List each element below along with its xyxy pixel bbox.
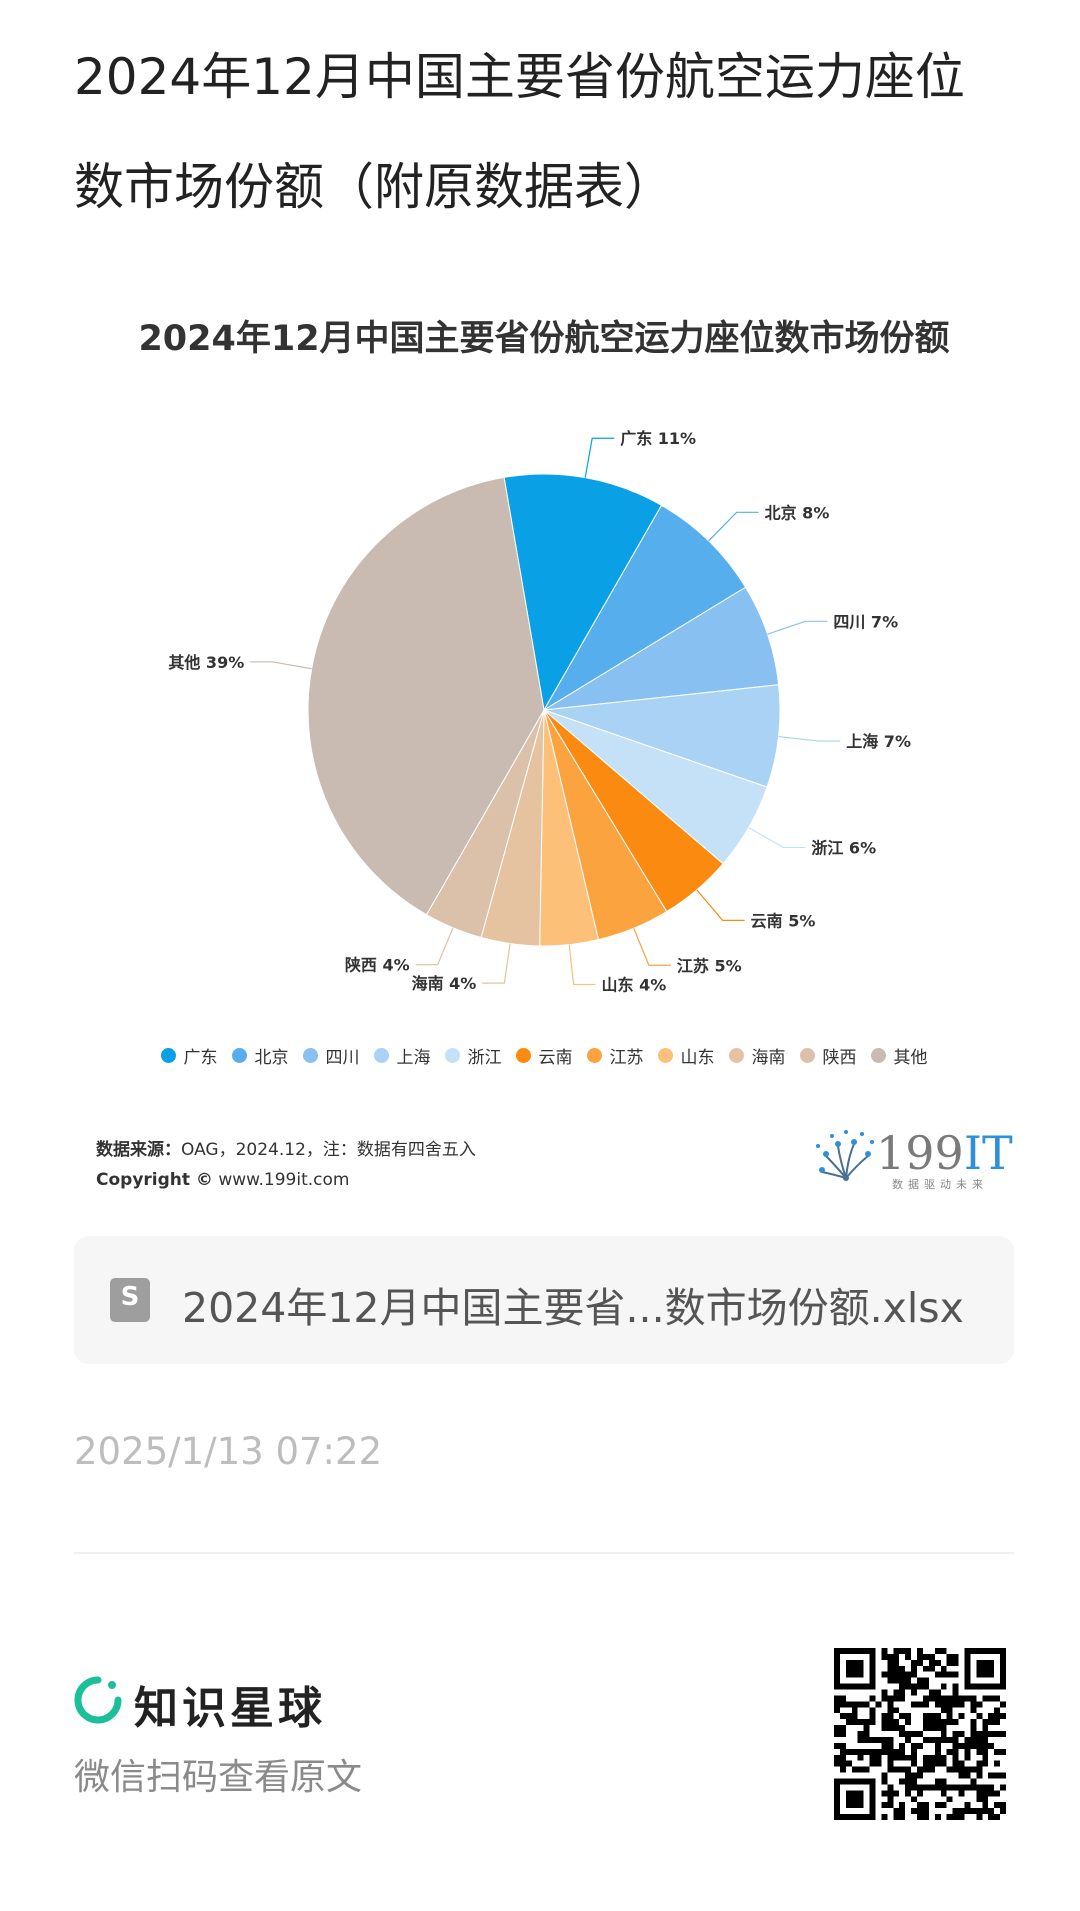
legend-label-4: 浙江 bbox=[467, 1048, 502, 1068]
pie-data-label-8: 海南 4% bbox=[412, 974, 477, 993]
source-label: 数据来源： bbox=[96, 1140, 181, 1160]
pie-leader-line-9 bbox=[415, 927, 454, 966]
pie-data-label-0: 广东 11% bbox=[620, 429, 696, 448]
pie-slice-1 bbox=[543, 504, 747, 711]
legend-label-9: 陕西 bbox=[822, 1048, 857, 1068]
copyright-label: Copyright © bbox=[96, 1170, 213, 1190]
legend-swatch-0 bbox=[160, 1048, 176, 1063]
pie-chart: 广东 11% 北京 8% 四川 7% 上海 7% 浙江 6% 云南 5% 江苏 5% 山东 4… bbox=[168, 429, 911, 994]
pie-data-label-2: 四川 7% bbox=[833, 612, 898, 631]
legend-label-5: 云南 bbox=[538, 1048, 573, 1068]
pie-slice-0 bbox=[503, 473, 663, 712]
pie-leader-line-6 bbox=[633, 928, 671, 966]
pie-data-label-5: 云南 5% bbox=[751, 911, 816, 930]
legend-label-0: 广东 bbox=[183, 1048, 218, 1068]
legend-swatch-4 bbox=[444, 1048, 460, 1063]
pie-leader-line-4 bbox=[748, 826, 806, 849]
brand-slogan: 数据驱动未来 bbox=[892, 1178, 988, 1191]
legend-label-10: 其他 bbox=[893, 1048, 928, 1068]
source-text: OAG，2024.12，注：数据有四舍五入 bbox=[181, 1140, 476, 1160]
pie-leader-line-3 bbox=[778, 735, 841, 742]
dandelion-icon bbox=[816, 1130, 874, 1181]
legend-swatch-2 bbox=[302, 1048, 318, 1063]
pie-slice-3 bbox=[543, 684, 781, 788]
pie-data-label-6: 江苏 5% bbox=[677, 956, 742, 975]
legend-label-2: 四川 bbox=[325, 1048, 360, 1068]
pie-data-label-7: 山东 4% bbox=[602, 975, 667, 994]
pie-leader-line-5 bbox=[696, 889, 745, 921]
spreadsheet-icon: S bbox=[110, 1278, 150, 1322]
legend-label-7: 山东 bbox=[680, 1048, 715, 1068]
legend-item-8: 海南 bbox=[728, 1043, 786, 1068]
pie-data-label-4: 浙江 6% bbox=[811, 838, 876, 857]
legend-swatch-10 bbox=[870, 1048, 886, 1063]
qr-code-icon[interactable] bbox=[834, 1648, 1006, 1820]
attachment-filename: 2024年12月中国主要省...数市场份额.xlsx bbox=[182, 1284, 964, 1332]
legend-item-9: 陕西 bbox=[799, 1043, 857, 1068]
legend-swatch-7 bbox=[657, 1048, 673, 1063]
chart-card: 广东 11% 北京 8% 四川 7% 上海 7% 浙江 6% 云南 5% 江苏 5% 山东 4… bbox=[74, 280, 1014, 1220]
legend-item-3: 上海 bbox=[373, 1043, 431, 1068]
pie-data-label-10: 其他 39% bbox=[168, 653, 244, 672]
legend-item-7: 山东 bbox=[657, 1043, 715, 1068]
pie-data-label-1: 北京 8% bbox=[765, 503, 830, 522]
app-name: 知识星球 bbox=[134, 1683, 326, 1734]
legend-item-2: 四川 bbox=[302, 1043, 360, 1068]
legend-item-1: 北京 bbox=[231, 1043, 289, 1068]
legend-item-4: 浙江 bbox=[444, 1043, 502, 1068]
pie-leader-line-7 bbox=[568, 944, 596, 986]
chart-title: 2024年12月中国主要省份航空运力座位数市场份额 bbox=[138, 319, 950, 359]
attachment-card[interactable]: S 2024年12月中国主要省...数市场份额.xlsx bbox=[74, 1236, 1014, 1364]
brand-name: 199IT bbox=[876, 1126, 1013, 1180]
pie-leader-line-2 bbox=[767, 620, 828, 635]
legend-item-6: 江苏 bbox=[586, 1043, 644, 1068]
pie-leader-line-8 bbox=[482, 943, 511, 984]
scan-hint: 微信扫码查看原文 bbox=[74, 1757, 363, 1798]
post-timestamp: 2025/1/13 07:22 bbox=[74, 1430, 383, 1473]
zsxq-logo-icon bbox=[74, 1676, 122, 1724]
pie-data-label-3: 上海 7% bbox=[846, 732, 911, 751]
legend-swatch-8 bbox=[728, 1048, 744, 1063]
pie-data-label-9: 陕西 4% bbox=[345, 956, 410, 975]
legend-label-1: 北京 bbox=[254, 1048, 289, 1068]
divider bbox=[74, 1552, 1014, 1554]
copyright-url: www.199it.com bbox=[218, 1170, 350, 1190]
legend-swatch-9 bbox=[799, 1048, 815, 1063]
legend-item-5: 云南 bbox=[515, 1043, 573, 1068]
chart-legend: 广东 北京 四川 上海 浙江 云南 江苏 山东 海南 陕西 其他 bbox=[74, 1043, 1014, 1068]
brand-logo: 199IT 数据驱动未来 bbox=[814, 1120, 1014, 1200]
source-note: 数据来源：OAG，2024.12，注：数据有四舍五入 Copyright © w… bbox=[96, 1135, 476, 1195]
legend-label-8: 海南 bbox=[751, 1048, 786, 1068]
pie-slice-2 bbox=[543, 586, 780, 711]
legend-swatch-6 bbox=[586, 1048, 602, 1063]
page-title: 2024年12月中国主要省份航空运力座位数市场份额（附原数据表） bbox=[74, 48, 965, 216]
legend-label-3: 上海 bbox=[396, 1048, 431, 1068]
legend-swatch-3 bbox=[373, 1048, 389, 1063]
legend-item-10: 其他 bbox=[870, 1043, 928, 1068]
pie-slice-10 bbox=[307, 476, 545, 916]
pie-leader-line-1 bbox=[708, 511, 759, 542]
legend-swatch-5 bbox=[515, 1048, 531, 1063]
pie-leader-line-10 bbox=[250, 661, 312, 670]
legend-swatch-1 bbox=[231, 1048, 247, 1063]
legend-label-6: 江苏 bbox=[609, 1048, 644, 1068]
legend-item-0: 广东 bbox=[160, 1043, 218, 1068]
pie-leader-line-0 bbox=[584, 437, 615, 478]
